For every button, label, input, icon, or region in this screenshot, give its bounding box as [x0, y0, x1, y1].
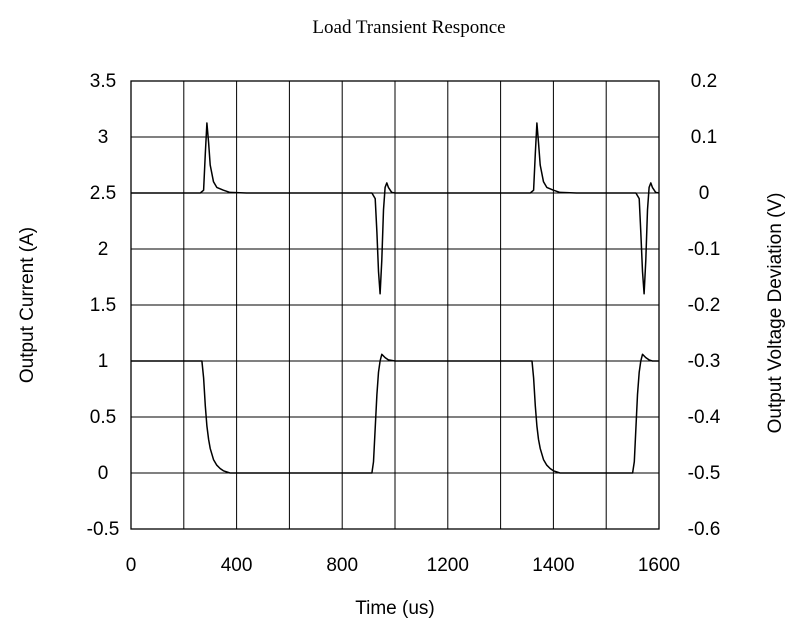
x-axis-label: Time (us) — [355, 598, 435, 619]
y-right-tick-label: -0.6 — [688, 519, 721, 540]
y-left-tick-label: -0.5 — [87, 519, 120, 540]
y-right-tick-label: -0.2 — [688, 295, 721, 316]
x-tick-labels: 0 400 800 1200 1400 1600 — [126, 555, 680, 576]
y-right-tick-label: -0.1 — [688, 239, 721, 260]
output-current-line — [131, 353, 659, 474]
y-right-tick-label: 0.2 — [691, 71, 717, 92]
plot-frame — [130, 80, 660, 530]
y-left-tick-label: 3.5 — [90, 71, 116, 92]
chart-title: Load Transient Responce — [312, 17, 505, 38]
y-left-axis-label: Output Current (A) — [17, 227, 38, 383]
y-left-tick-label: 2 — [98, 239, 109, 260]
x-tick-label: 1400 — [532, 555, 574, 576]
grid-lines — [131, 81, 659, 529]
y-right-tick-label: 0.1 — [691, 127, 717, 148]
y-left-tick-labels: 3.5 3 2.5 2 1.5 1 0.5 0 -0.5 — [87, 71, 120, 540]
y-left-tick-label: 2.5 — [90, 183, 116, 204]
x-tick-label: 1200 — [427, 555, 469, 576]
x-tick-label: 800 — [326, 555, 358, 576]
y-right-tick-label: 0 — [699, 183, 710, 204]
y-left-tick-label: 3 — [98, 127, 109, 148]
y-left-tick-label: 1.5 — [90, 295, 116, 316]
series-layer — [131, 122, 660, 474]
x-tick-label: 1600 — [638, 555, 680, 576]
y-right-axis-label: Output Voltage Deviation (V) — [765, 193, 786, 434]
y-right-tick-label: -0.5 — [688, 463, 721, 484]
y-left-tick-label: 0.5 — [90, 407, 116, 428]
y-right-tick-label: -0.3 — [688, 351, 721, 372]
y-right-tick-label: -0.4 — [688, 407, 721, 428]
y-left-tick-label: 0 — [98, 463, 109, 484]
x-tick-label: 400 — [221, 555, 253, 576]
y-right-tick-labels: 0.2 0.1 0 -0.1 -0.2 -0.3 -0.4 -0.5 -0.6 — [688, 71, 721, 540]
voltage-deviation-line — [131, 122, 660, 295]
x-tick-label: 0 — [126, 555, 137, 576]
y-left-tick-label: 1 — [98, 351, 109, 372]
